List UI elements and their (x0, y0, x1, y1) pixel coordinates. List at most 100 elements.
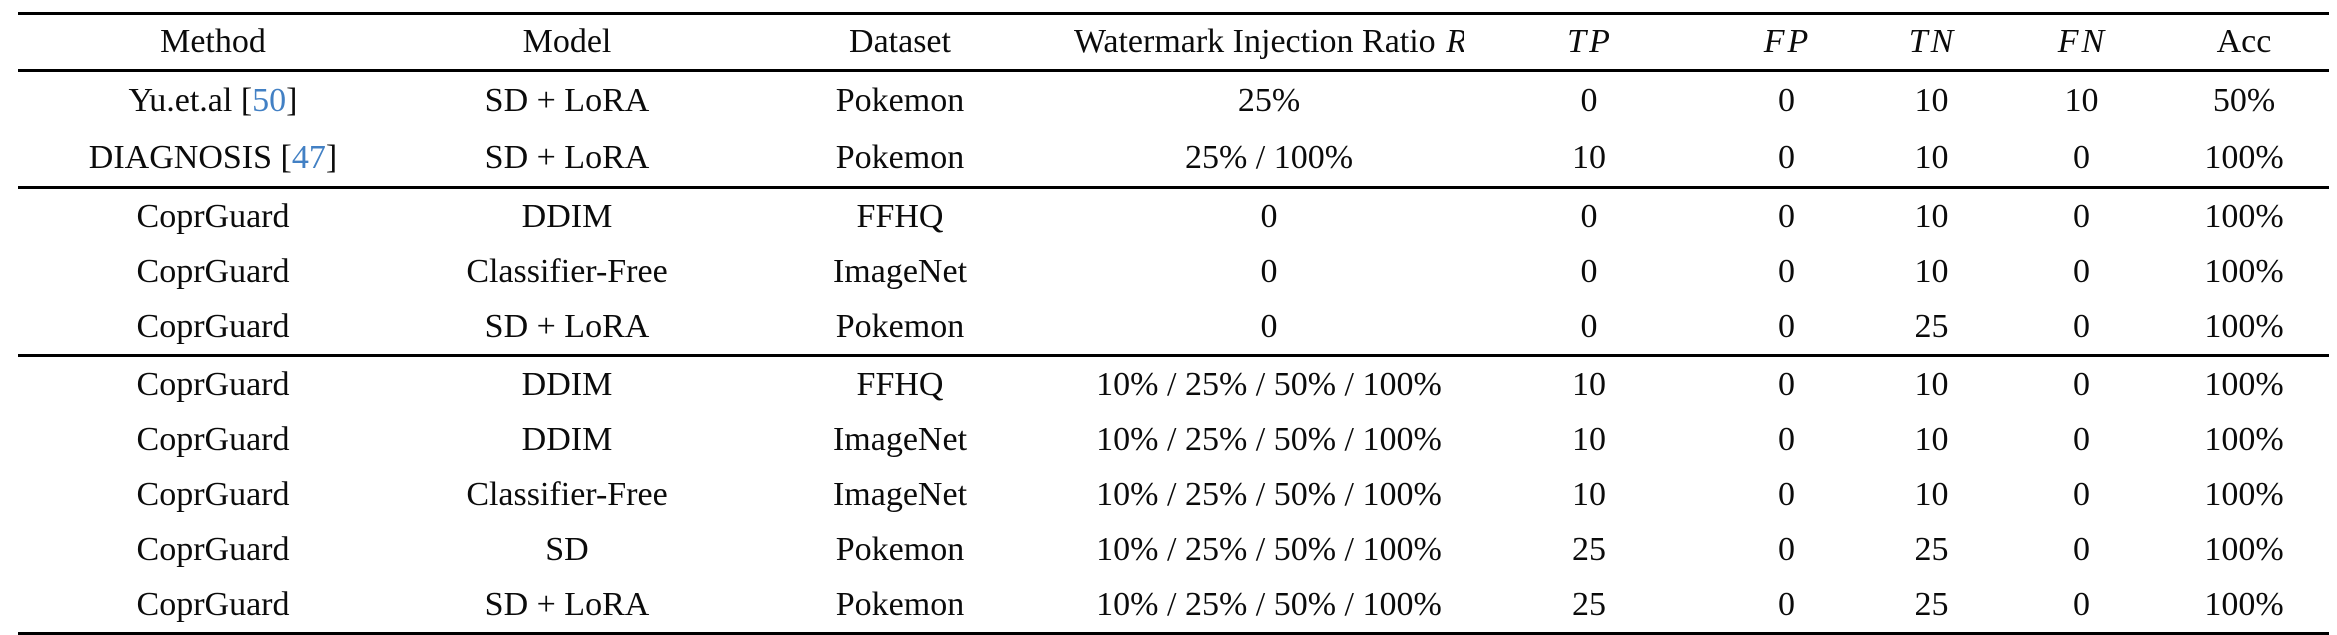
group-zero-ratio: CoprGuard DDIM FFHQ 0 0 0 10 0 100% Copr… (18, 188, 2329, 356)
cite-bracket-close: ] (286, 81, 298, 119)
cell-tn: 10 (1914, 138, 1949, 176)
cell-acc: 50% (2212, 81, 2276, 119)
cell-method: CoprGuard (136, 530, 290, 568)
cell-dataset: ImageNet (832, 420, 968, 458)
cell-tp: 0 (1580, 81, 1598, 119)
cell-acc: 100% (2204, 197, 2284, 235)
col-header-tp: TP (1567, 23, 1613, 60)
cell-fn: 0 (2073, 585, 2090, 623)
cell-fp: 0 (1778, 307, 1795, 345)
cell-tp: 0 (1580, 307, 1598, 345)
table-row: CoprGuard SD + LoRA Pokemon 0 0 0 25 0 1… (18, 299, 2329, 356)
cell-method: Yu.et.al [50] (18, 71, 408, 130)
cell-fn: 0 (2073, 530, 2090, 568)
cell-method: DIAGNOSIS [47] (18, 129, 408, 188)
cell-tp: 0 (1580, 197, 1598, 235)
cell-fn: 0 (2073, 197, 2090, 235)
cell-acc: 100% (2204, 585, 2284, 623)
table-row: CoprGuard DDIM FFHQ 10% / 25% / 50% / 10… (18, 356, 2329, 413)
cell-method: CoprGuard (136, 585, 290, 623)
header-row: Method Model Dataset Watermark Injection… (18, 14, 2329, 71)
cell-model: Classifier-Free (466, 252, 668, 290)
results-table: Method Model Dataset Watermark Injection… (18, 12, 2329, 635)
col-header-tn: TN (1908, 23, 1957, 60)
cell-dataset: ImageNet (832, 475, 968, 513)
cell-dataset: FFHQ (856, 197, 944, 235)
col-header-fn: FN (2057, 23, 2108, 60)
cell-tn: 25 (1914, 585, 1949, 623)
citation-link[interactable]: 50 (252, 81, 287, 119)
table-row: CoprGuard Classifier-Free ImageNet 0 0 0… (18, 244, 2329, 299)
table-row: CoprGuard Classifier-Free ImageNet 10% /… (18, 467, 2329, 522)
cell-acc: 100% (2204, 365, 2284, 403)
cell-tn: 10 (1914, 365, 1949, 403)
table-row: DIAGNOSIS [47] SD + LoRA Pokemon 25% / 1… (18, 129, 2329, 188)
cell-fp: 0 (1778, 197, 1795, 235)
cell-tp: 10 (1572, 138, 1606, 176)
group-baselines: Yu.et.al [50] SD + LoRA Pokemon 25% 0 0 … (18, 71, 2329, 188)
cell-dataset: Pokemon (835, 307, 965, 345)
cell-dataset: Pokemon (835, 138, 965, 176)
table-row: CoprGuard DDIM FFHQ 0 0 0 10 0 100% (18, 188, 2329, 245)
col-header-ratio: Watermark Injection Ratio R (1074, 14, 1464, 71)
cell-dataset: Pokemon (835, 585, 965, 623)
cell-model: SD + LoRA (484, 585, 650, 623)
cell-tn: 25 (1914, 307, 1949, 345)
cell-dataset: Pokemon (835, 530, 965, 568)
col-header-model: Model (522, 23, 612, 60)
col-header-fp: FP (1763, 23, 1812, 60)
cell-acc: 100% (2204, 252, 2284, 290)
cell-ratio: 10% / 25% / 50% / 100% (1096, 420, 1442, 458)
cell-ratio: 0 (1260, 307, 1278, 345)
cell-model: SD + LoRA (484, 307, 650, 345)
cell-tn: 10 (1914, 475, 1949, 513)
cell-dataset: FFHQ (856, 365, 944, 403)
cell-model: SD + LoRA (484, 138, 650, 176)
cell-fn: 0 (2073, 420, 2090, 458)
cell-ratio: 25% (1237, 81, 1301, 119)
citation-link[interactable]: 47 (291, 138, 326, 176)
cell-model: Classifier-Free (466, 475, 668, 513)
cell-model: SD + LoRA (484, 81, 650, 119)
cell-tn: 10 (1914, 420, 1949, 458)
cell-method: CoprGuard (136, 252, 290, 290)
ratio-symbol: R (1444, 23, 1464, 60)
col-header-method: Method (160, 23, 266, 60)
cell-tp: 0 (1580, 252, 1598, 290)
cell-ratio: 10% / 25% / 50% / 100% (1096, 530, 1442, 568)
cell-model: DDIM (521, 197, 613, 235)
cell-ratio: 0 (1260, 252, 1278, 290)
cell-tp: 10 (1572, 420, 1606, 458)
cell-ratio: 10% / 25% / 50% / 100% (1096, 475, 1442, 513)
cell-fn: 0 (2073, 138, 2090, 176)
cell-ratio: 25% / 100% (1184, 138, 1354, 176)
cell-fp: 0 (1778, 420, 1795, 458)
cell-model: DDIM (521, 420, 613, 458)
table-row: CoprGuard SD Pokemon 10% / 25% / 50% / 1… (18, 522, 2329, 577)
cell-acc: 100% (2204, 420, 2284, 458)
table-row: CoprGuard DDIM ImageNet 10% / 25% / 50% … (18, 412, 2329, 467)
cell-acc: 100% (2204, 475, 2284, 513)
cell-tp: 10 (1572, 365, 1606, 403)
cite-bracket-close: ] (325, 138, 338, 176)
method-label: DIAGNOSIS (88, 138, 273, 176)
table-row: Yu.et.al [50] SD + LoRA Pokemon 25% 0 0 … (18, 71, 2329, 130)
cell-fp: 0 (1778, 475, 1795, 513)
cell-ratio: 10% / 25% / 50% / 100% (1096, 365, 1442, 403)
ratio-label: Watermark Injection Ratio (1074, 23, 1436, 60)
cell-fn: 0 (2073, 252, 2090, 290)
cell-ratio: 10% / 25% / 50% / 100% (1096, 585, 1442, 623)
cell-tn: 10 (1914, 81, 1949, 119)
cell-acc: 100% (2204, 530, 2284, 568)
cell-model: SD (545, 530, 589, 568)
col-header-dataset: Dataset (849, 23, 951, 60)
cite-bracket-open: [ (232, 81, 253, 119)
cell-fp: 0 (1778, 365, 1795, 403)
cell-method: CoprGuard (136, 420, 290, 458)
cell-acc: 100% (2204, 307, 2284, 345)
table-row: CoprGuard SD + LoRA Pokemon 10% / 25% / … (18, 577, 2329, 634)
cell-fp: 0 (1778, 530, 1795, 568)
cell-fn: 0 (2073, 307, 2090, 345)
cell-method: CoprGuard (136, 307, 290, 345)
